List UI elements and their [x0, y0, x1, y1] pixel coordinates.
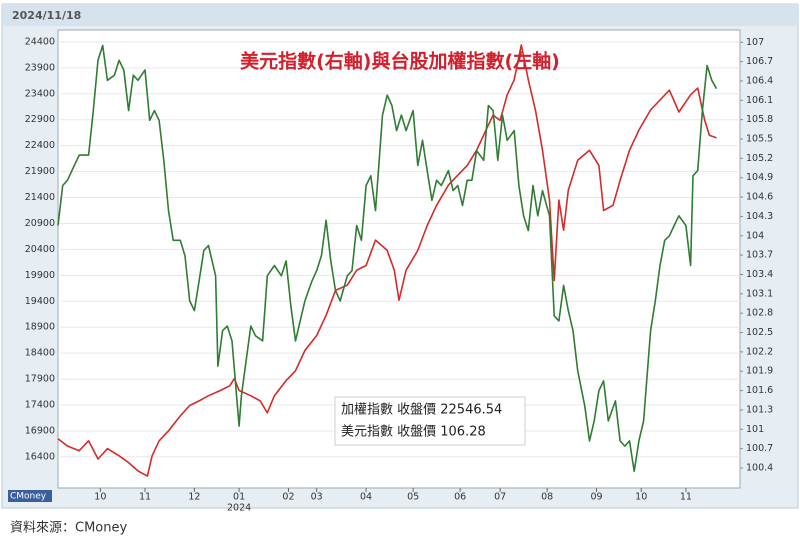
- y2-tick-label: 101.9: [746, 366, 773, 377]
- annotation-usd: 美元指數 收盤價 106.28: [341, 425, 486, 440]
- y-tick-label: 16900: [25, 425, 55, 436]
- series-layer: [57, 44, 718, 477]
- watermark-box: [8, 490, 52, 502]
- y-tick-label: 19400: [25, 296, 55, 307]
- x-tick-label: 04: [360, 492, 372, 503]
- y2-tick-label: 106.7: [746, 56, 773, 67]
- y2-tick-label: 105.5: [746, 134, 773, 145]
- x-tick-label: 07: [494, 492, 506, 503]
- y2-tick-label: 100.7: [746, 443, 773, 454]
- y-tick-label: 23900: [25, 62, 55, 73]
- y2-tick-label: 102.8: [746, 308, 773, 319]
- x-tick-label: 11: [139, 492, 151, 503]
- series-line: [57, 44, 718, 472]
- grid-layer: [58, 41, 743, 492]
- y2-tick-label: 104: [746, 230, 764, 241]
- y2-tick-label: 100.4: [746, 463, 773, 474]
- x-tick-label: 08: [541, 492, 553, 503]
- y2-tick-label: 106.1: [746, 95, 773, 106]
- series-line: [57, 44, 717, 477]
- y-tick-label: 24400: [25, 36, 55, 47]
- y-tick-label: 17900: [25, 374, 55, 385]
- y2-tick-label: 104.6: [746, 192, 773, 203]
- x-tick-label: 11: [680, 492, 692, 503]
- y2-tick-label: 105.2: [746, 153, 773, 164]
- y-tick-label: 21400: [25, 192, 55, 203]
- y-tick-label: 23400: [25, 88, 55, 99]
- x-tick-label: 03: [311, 492, 323, 503]
- y2-tick-label: 102.5: [746, 327, 773, 338]
- y2-tick-label: 104.3: [746, 211, 773, 222]
- y-tick-label: 20400: [25, 244, 55, 255]
- y2-tick-label: 101.6: [746, 385, 773, 396]
- chart-title: 美元指數(右軸)與台股加權指數(左軸): [240, 50, 560, 73]
- y-tick-label: 22900: [25, 114, 55, 125]
- x-tick-sublabel: 2024: [227, 503, 251, 514]
- y2-tick-label: 103.4: [746, 269, 773, 280]
- y-tick-label: 16400: [25, 451, 55, 462]
- y-tick-label: 18400: [25, 348, 55, 359]
- y-tick-label: 20900: [25, 218, 55, 229]
- y2-tick-label: 107: [746, 37, 764, 48]
- y2-tick-label: 103.1: [746, 288, 773, 299]
- y2-tick-label: 102.2: [746, 346, 773, 357]
- y-tick-label: 19900: [25, 270, 55, 281]
- source-note: 資料來源：CMoney: [10, 521, 127, 536]
- chart-date: 2024/11/18: [12, 9, 81, 22]
- y-tick-label: 18900: [25, 322, 55, 333]
- x-tick-label: 02: [282, 492, 294, 503]
- annotation-box: [334, 396, 526, 446]
- y2-tick-label: 103.7: [746, 250, 773, 261]
- y2-tick-label: 106.4: [746, 75, 773, 86]
- y2-tick-label: 101.3: [746, 404, 773, 415]
- y-tick-label: 22400: [25, 140, 55, 151]
- y2-tick-label: 104.9: [746, 172, 773, 183]
- annotation-taiex: 加權指數 收盤價 22546.54: [341, 403, 502, 418]
- x-tick-label: 05: [407, 492, 419, 503]
- x-tick-label: 01: [233, 492, 245, 503]
- x-tick-label: 10: [94, 492, 106, 503]
- x-tick-label: 06: [454, 492, 466, 503]
- y2-tick-label: 105.8: [746, 114, 773, 125]
- x-tick-label: 10: [635, 492, 647, 503]
- y-tick-label: 17400: [25, 400, 55, 411]
- header-bar: [2, 4, 798, 26]
- y-tick-label: 21900: [25, 166, 55, 177]
- y2-tick-label: 101: [746, 424, 764, 435]
- watermark: CMoney: [10, 492, 47, 502]
- x-tick-label: 12: [188, 492, 200, 503]
- x-tick-label: 09: [590, 492, 602, 503]
